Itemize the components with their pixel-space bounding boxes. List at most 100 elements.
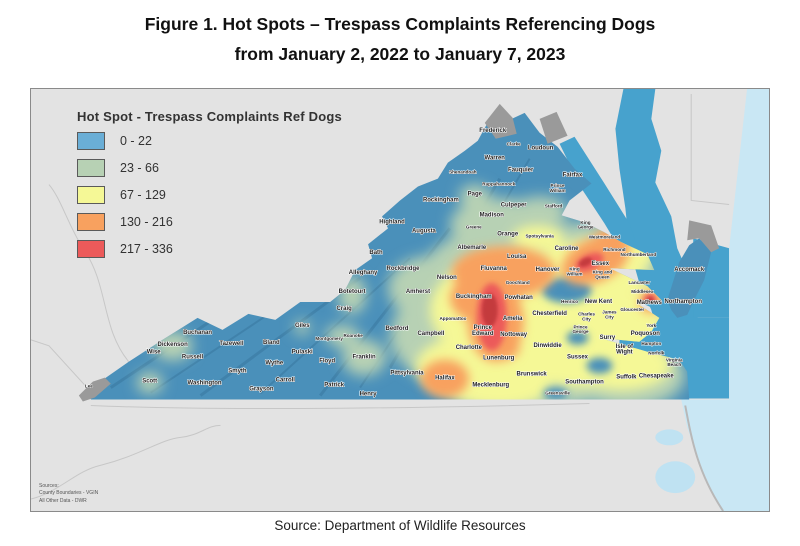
county-label-augusta: Augusta	[412, 228, 437, 234]
legend-label: 217 - 336	[120, 242, 173, 256]
legend-swatch	[77, 132, 105, 150]
county-label-essex: Essex	[592, 261, 610, 267]
figure-caption: Source: Department of Wildlife Resources	[274, 518, 526, 533]
legend-label: 23 - 66	[120, 161, 159, 175]
sources-note-line2: County Boundaries - VGIN	[39, 490, 99, 496]
legend-item-2: 67 - 129	[77, 186, 342, 204]
county-label-lee: Lee	[85, 384, 93, 389]
eastern-shore-maryland	[687, 220, 720, 253]
county-label-franklin: Franklin	[352, 355, 376, 361]
county-label-surry: Surry	[600, 335, 616, 341]
county-label-campbell: Campbell	[417, 331, 444, 337]
county-label-grayson: Grayson	[249, 387, 274, 393]
county-label-rockingham: Rockingham	[423, 197, 459, 203]
legend-swatch	[77, 240, 105, 258]
gray-counties	[78, 103, 568, 402]
county-label-alleghany: Alleghany	[349, 270, 378, 276]
atlantic-ocean	[681, 89, 769, 511]
county-label-buckingham: Buckingham	[456, 294, 492, 300]
county-label-king-and-queen: King and Queen	[593, 270, 613, 280]
legend-item-1: 23 - 66	[77, 159, 342, 177]
legend-title: Hot Spot - Trespass Complaints Ref Dogs	[77, 109, 342, 124]
legend-swatch	[77, 159, 105, 177]
county-label-bath: Bath	[369, 250, 383, 256]
county-label-greene: Greene	[466, 224, 482, 229]
legend-swatch	[77, 213, 105, 231]
county-label-scott: Scott	[142, 379, 157, 385]
county-label-hampton: Hampton	[641, 341, 661, 346]
heat-layers	[136, 184, 690, 400]
county-label-isle-of-wight: Isle of Wight	[616, 344, 633, 356]
county-label-richmond: Richmond	[603, 247, 626, 252]
legend-label: 0 - 22	[120, 134, 152, 148]
barrier-islands	[684, 405, 724, 511]
county-label-appomattox: Appomattox	[439, 316, 466, 321]
county-label-bedford: Bedford	[386, 326, 409, 332]
county-label-new-kent: New Kent	[585, 299, 612, 305]
county-label-roanoke: Roanoke	[343, 333, 363, 338]
county-label-lunenburg: Lunenburg	[483, 356, 515, 362]
county-label-craig: Craig	[337, 306, 353, 312]
county-label-pittsylvania: Pittsylvania	[390, 371, 424, 377]
county-label-accomack: Accomack	[674, 267, 705, 273]
county-label-halifax: Halifax	[435, 376, 455, 382]
sources-note-line3: All Other Data - DWR	[39, 497, 87, 504]
county-label-nottoway: Nottoway	[500, 332, 528, 338]
county-label-james-city: James City	[602, 310, 617, 320]
county-label-king-george: King George	[577, 220, 593, 230]
county-label-charles-city: Charles City	[578, 312, 595, 322]
county-label-amelia: Amelia	[503, 316, 523, 322]
county-label-giles: Giles	[295, 323, 310, 329]
county-label-chesapeake: Chesapeake	[639, 374, 675, 380]
legend-label: 67 - 129	[120, 188, 166, 202]
county-label-suffolk: Suffolk	[616, 375, 637, 381]
county-label-northampton: Northampton	[664, 299, 702, 305]
county-label-mecklenburg: Mecklenburg	[472, 383, 509, 389]
legend-item-3: 130 - 216	[77, 213, 342, 231]
legend-items: 0 - 22 23 - 66 67 - 129 130 - 216 217 - 336	[77, 132, 342, 258]
county-label-greensville: Greensville	[545, 391, 570, 396]
county-label-botetourt: Botetourt	[339, 289, 366, 295]
county-label-culpeper: Culpeper	[501, 202, 528, 208]
county-label-lancaster: Lancaster	[629, 280, 651, 285]
county-label-clarke: Clarke	[507, 142, 521, 147]
county-label-spotsylvania: Spotsylvania	[525, 233, 554, 238]
county-label-rappahannock: Rappahannock	[482, 182, 515, 187]
legend-item-4: 217 - 336	[77, 240, 342, 258]
county-label-smyth: Smyth	[228, 369, 247, 375]
county-label-wise: Wise	[147, 350, 162, 356]
county-label-prince-william: Prince William	[550, 183, 566, 193]
county-label-norfolk: Norfolk	[648, 351, 664, 356]
county-label-york: York	[646, 323, 656, 328]
county-label-southampton: Southampton	[565, 380, 604, 386]
county-label-henry: Henry	[360, 392, 378, 398]
legend-label: 130 - 216	[120, 215, 173, 229]
heat-red-core	[481, 257, 654, 327]
virginia-hotspot-map: Lee Scott Wise Dickenson Buchanan Russell Wash…	[30, 88, 770, 512]
county-label-prince-edward: Prince Edward	[472, 325, 494, 337]
sound-water	[655, 429, 684, 446]
county-label-brunswick: Brunswick	[517, 372, 548, 378]
county-label-orange: Orange	[497, 231, 519, 237]
county-label-floyd: Floyd	[319, 359, 335, 365]
county-label-pulaski: Pulaski	[292, 350, 313, 356]
county-label-rockbridge: Rockbridge	[387, 266, 421, 272]
county-label-king-william: King William	[567, 267, 583, 277]
county-label-stafford: Stafford	[545, 203, 563, 208]
county-label-fauquier: Fauquier	[508, 168, 534, 174]
county-label-tazewell: Tazewell	[219, 341, 243, 347]
county-label-prince-george: Prince George	[572, 324, 588, 334]
county-label-amherst: Amherst	[406, 289, 430, 295]
county-label-wythe: Wythe	[265, 361, 283, 367]
figure-title-line2: from January 2, 2022 to January 7, 2023	[234, 43, 566, 64]
county-label-nelson: Nelson	[437, 275, 457, 281]
sound-water	[655, 461, 696, 494]
county-label-middlesex: Middlesex	[631, 289, 654, 294]
county-label-frederick: Frederick	[479, 128, 507, 134]
county-label-northumberland: Northumberland	[621, 252, 657, 257]
county-label-loudoun: Loudoun	[528, 146, 554, 152]
county-label-mathews: Mathews	[637, 300, 663, 306]
county-label-poquoson: Poquoson	[631, 331, 661, 337]
sources-note-line1: Sources:	[39, 482, 59, 489]
